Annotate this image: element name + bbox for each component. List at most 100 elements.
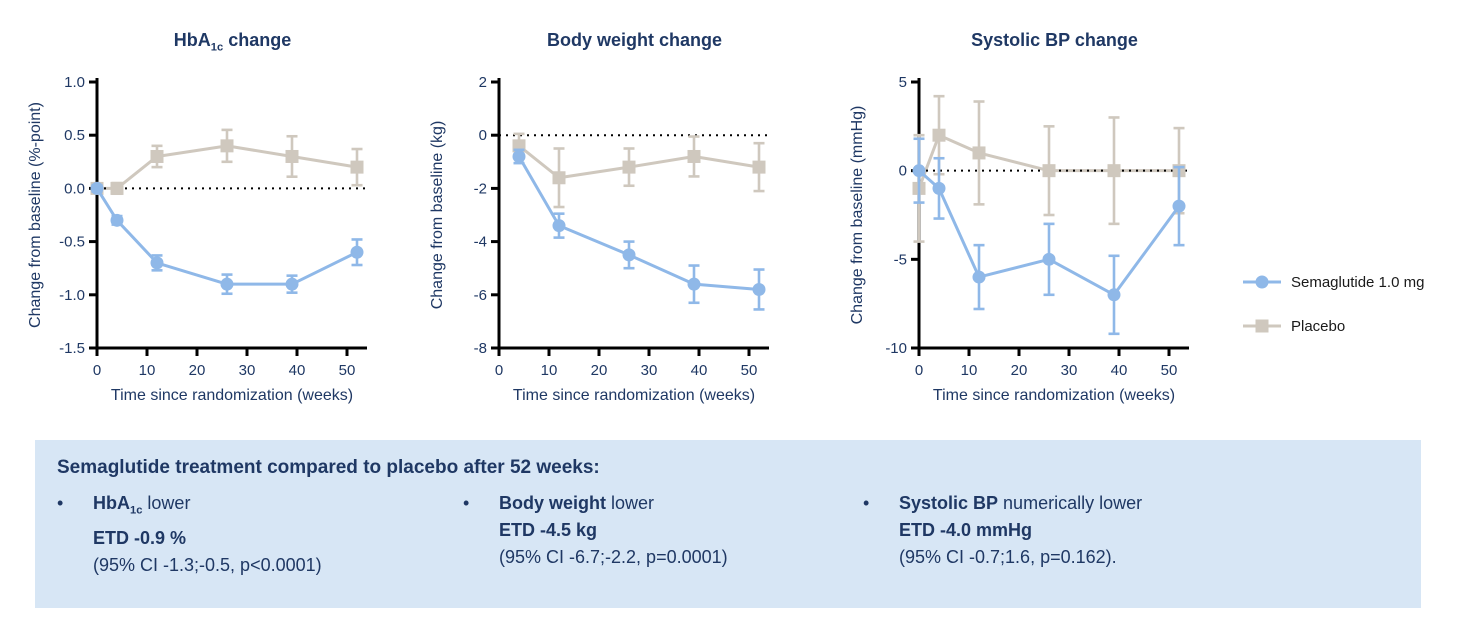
chart-hba1c: HbA1c change 1.0 0.5 0.0 -0.5 -1.0 -1.5 0 10 20 3… [25,22,370,412]
y-axis-label: Change from baseline (%-point) [27,102,44,328]
data-point-placebo [972,146,986,160]
x-tick-label: 50 [339,362,356,379]
x-tick-label: 30 [641,362,658,379]
data-point-semaglutide [932,181,946,195]
y-tick-label: -5 [894,251,907,268]
y-axis-label: Change from baseline (mmHg) [849,106,866,325]
series-line-placebo [917,133,1179,189]
data-point-placebo [687,149,701,163]
y-tick-label: -1.5 [59,340,85,357]
summary-heading: Semaglutide treatment compared to placeb… [57,457,600,478]
summary-hba1c-ci: (95% CI -1.3;-0.5, p<0.0001) [93,554,322,575]
y-tick-label: -1.0 [59,287,85,304]
summary-bullet-systolic-bp: • Systolic BP numerically lower ETD -4.0… [863,490,1142,571]
y-tick-label: -6 [474,287,487,304]
data-point-placebo [220,139,234,153]
data-point-semaglutide [1172,199,1186,213]
x-tick-label: 0 [915,362,923,379]
x-tick-label: 40 [691,362,708,379]
y-axis-label: Change from baseline (kg) [429,121,446,310]
data-point-semaglutide [90,181,104,195]
chart-body-weight: Body weight change 2 0 -2 -4 -6 -8 0 10 20 30 40 50… [427,22,772,412]
y-tick-label: -4 [474,234,487,251]
summary-body-weight-ci: (95% CI -6.7;-2.2, p=0.0001) [499,547,728,567]
y-tick-label: 1.0 [64,74,85,91]
y-tick-label: 0 [899,163,907,180]
x-tick-label: 50 [1161,362,1178,379]
y-tick-label: -10 [885,340,907,357]
data-point-semaglutide [912,164,926,178]
data-point-placebo [1042,164,1056,178]
data-point-placebo [622,160,636,174]
data-point-semaglutide [350,245,364,259]
x-tick-label: 30 [1061,362,1078,379]
data-point-semaglutide [285,277,299,291]
x-tick-label: 40 [289,362,306,379]
legend-marker-shape [1255,275,1269,289]
data-point-semaglutide [687,277,701,291]
y-tick-label: -2 [474,180,487,197]
legend-marker-shape [1255,319,1269,333]
x-tick-label: 20 [1011,362,1028,379]
y-tick-label: 5 [899,74,907,91]
y-tick-label: -0.5 [59,234,85,251]
data-point-placebo [285,149,299,163]
summary-hba1c-etd: ETD -0.9 % [93,527,187,548]
x-tick-label: 10 [961,362,978,379]
data-point-semaglutide [1042,252,1056,266]
data-point-placebo [552,171,566,185]
chart-body-weight-title: Body weight change [546,30,723,50]
x-axis-label: Time since randomization (weeks) [513,387,755,404]
legend-label-semaglutide: Semaglutide 1.0 mg [1291,273,1425,291]
data-point-placebo [932,128,946,142]
data-point-semaglutide [150,256,164,270]
data-point-semaglutide [1107,288,1121,302]
x-tick-label: 10 [541,362,558,379]
x-axis-label: Time since randomization (weeks) [933,387,1175,404]
data-point-placebo [1107,164,1121,178]
data-point-placebo [110,181,124,195]
data-point-placebo [350,160,364,174]
y-tick-label: 2 [479,74,487,91]
summary-body-weight-line1: Body weight lower [499,493,655,513]
bullet-icon: • [463,493,470,513]
bullet-icon: • [863,493,870,513]
summary-systolic-bp-ci: (95% CI -0.7;1.6, p=0.162). [899,547,1117,567]
x-tick-label: 30 [239,362,256,379]
x-axis-label: Time since randomization (weeks) [111,387,353,404]
data-point-semaglutide [552,219,566,233]
y-tick-label: 0 [479,127,487,144]
data-point-semaglutide [512,149,526,163]
x-tick-label: 0 [93,362,101,379]
bullet-icon: • [57,493,64,513]
summary-box: Semaglutide treatment compared to placeb… [35,440,1421,608]
legend: Semaglutide 1.0 mg Placebo [1243,268,1424,356]
chart-systolic-bp: Systolic BP change 5 0 -5 -10 0 10 20 30 40 50 Cha… [847,22,1192,412]
data-point-semaglutide [752,282,766,296]
chart-hba1c-title: HbA1c change [173,30,292,54]
summary-hba1c-line1: HbA1c lower [93,493,191,517]
x-tick-label: 10 [139,362,156,379]
y-tick-label: -8 [474,340,487,357]
summary-systolic-bp-line1: Systolic BP numerically lower [899,493,1143,513]
data-point-semaglutide [110,213,124,227]
legend-item-semaglutide: Semaglutide 1.0 mg [1243,268,1424,296]
summary-bullet-body-weight: • Body weight lower ETD -4.5 kg (95% CI … [463,490,728,571]
data-point-semaglutide [972,270,986,284]
summary-bullet-hba1c: • HbA1c lower ETD -0.9 % (95% CI -1.3;-0… [57,490,322,579]
series-line-semaglutide [95,187,358,286]
data-point-placebo [752,160,766,174]
chart-hba1c-plot: 1.0 0.5 0.0 -0.5 -1.0 -1.5 0 10 20 30 40 50 Change f… [27,74,367,404]
x-tick-label: 40 [1111,362,1128,379]
chart-systolic-bp-title: Systolic BP change [971,30,1138,50]
semaglutide-circle-marker-icon [1243,275,1281,289]
x-tick-label: 20 [591,362,608,379]
data-point-semaglutide [622,248,636,262]
x-tick-label: 0 [495,362,503,379]
placebo-square-marker-icon [1243,319,1281,333]
summary-systolic-bp-etd: ETD -4.0 mmHg [899,520,1033,540]
data-point-placebo [150,149,164,163]
